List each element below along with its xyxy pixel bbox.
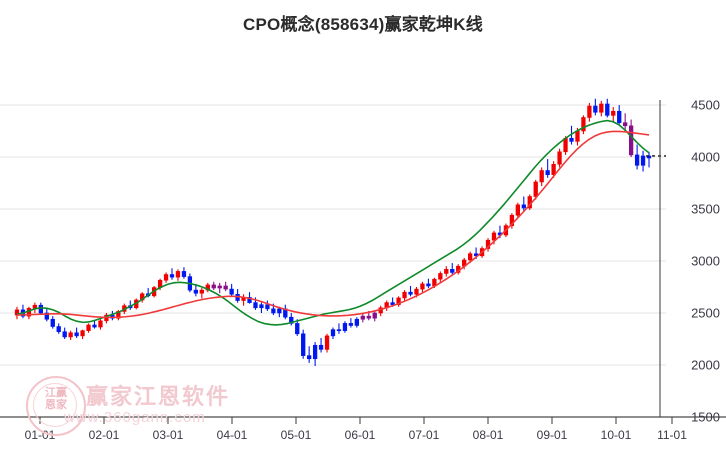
y-axis-tick-2000: 2000 [691, 357, 720, 373]
y-axis-tick-4000: 4000 [691, 149, 720, 165]
y-axis-tick-3000: 3000 [691, 253, 720, 269]
y-axis-tick-1500: 1500 [691, 409, 720, 425]
y-axis-tick-2500: 2500 [691, 305, 720, 321]
moving-average-lines [16, 119, 650, 326]
x-axis-tick-10-01: 10-01 [600, 428, 632, 442]
axis-lines [0, 100, 726, 424]
page-title: CPO概念(858634)赢家乾坤K线 [243, 15, 483, 34]
x-axis-tick-06-01: 06-01 [344, 428, 376, 442]
x-axis-tick-02-01: 02-01 [88, 428, 120, 442]
x-axis-tick-09-01: 09-01 [536, 428, 568, 442]
x-axis-tick-11-01: 11-01 [657, 428, 687, 442]
y-axis-tick-4500: 4500 [691, 97, 720, 113]
x-axis-tick-03-01: 03-01 [152, 428, 184, 442]
x-axis-tick-08-01: 08-01 [472, 428, 504, 442]
candlestick-series [14, 98, 652, 367]
x-axis-tick-04-01: 04-01 [216, 428, 248, 442]
y-axis-tick-3500: 3500 [691, 201, 720, 217]
x-axis-tick-05-01: 05-01 [280, 428, 312, 442]
x-axis-tick-01-01: 01-01 [24, 428, 56, 442]
x-axis-tick-07-01: 07-01 [408, 428, 440, 442]
